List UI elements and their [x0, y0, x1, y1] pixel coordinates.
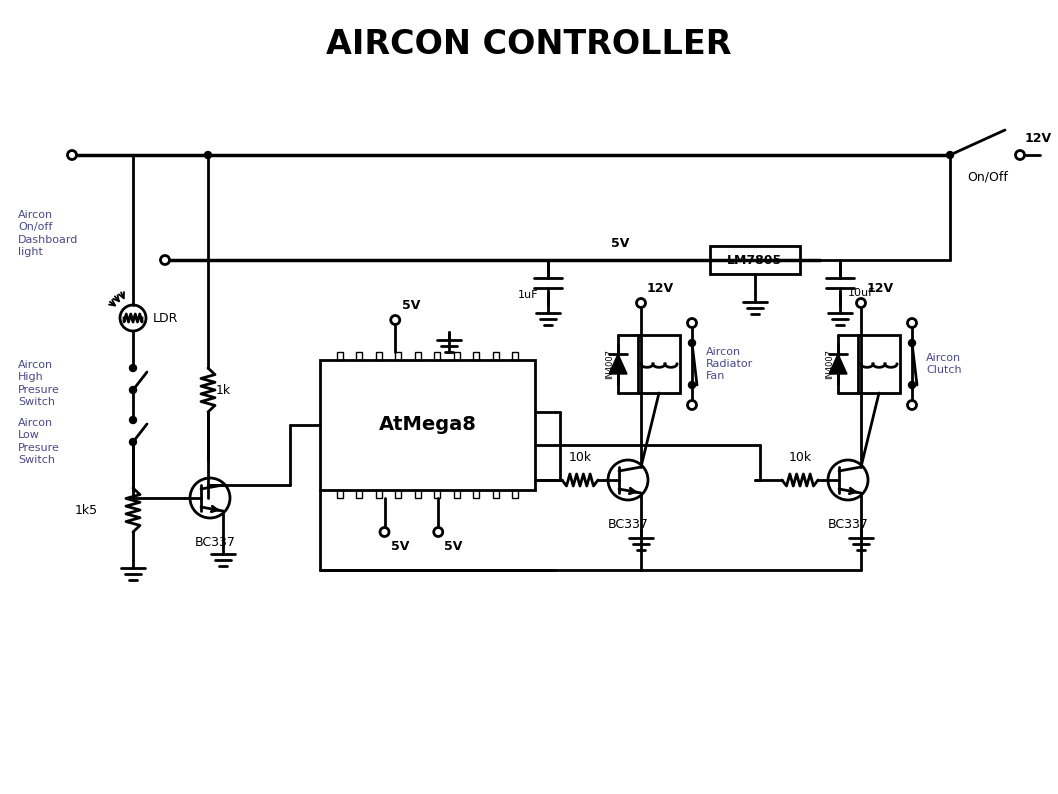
- Circle shape: [857, 299, 865, 307]
- Bar: [376, 352, 382, 360]
- Bar: [473, 490, 479, 498]
- Circle shape: [908, 318, 916, 327]
- Bar: [454, 352, 460, 360]
- Circle shape: [908, 400, 916, 410]
- Text: 10k: 10k: [568, 451, 591, 464]
- Text: Aircon
On/off
Dashboard
light: Aircon On/off Dashboard light: [18, 210, 78, 257]
- Text: BC337: BC337: [827, 518, 869, 531]
- Text: BC337: BC337: [195, 536, 236, 549]
- Text: 1k: 1k: [216, 384, 231, 396]
- Circle shape: [688, 318, 696, 327]
- Bar: [320, 360, 535, 490]
- Text: 12V: 12V: [647, 282, 674, 295]
- Text: Aircon
Radiator
Fan: Aircon Radiator Fan: [706, 347, 753, 381]
- Circle shape: [689, 381, 695, 388]
- Bar: [858, 335, 900, 393]
- Bar: [396, 352, 401, 360]
- Text: Aircon
High
Presure
Switch: Aircon High Presure Switch: [18, 360, 60, 407]
- Circle shape: [161, 256, 169, 264]
- Circle shape: [68, 151, 76, 160]
- Circle shape: [204, 152, 212, 159]
- Text: AtMega8: AtMega8: [379, 415, 476, 434]
- Circle shape: [380, 527, 389, 537]
- Bar: [336, 490, 343, 498]
- Circle shape: [129, 364, 136, 372]
- Bar: [396, 490, 401, 498]
- Bar: [415, 352, 421, 360]
- Text: IN4007: IN4007: [825, 349, 834, 379]
- Polygon shape: [609, 354, 627, 374]
- Text: 12V: 12V: [867, 282, 894, 295]
- Circle shape: [1016, 151, 1024, 160]
- Text: 1k5: 1k5: [75, 503, 98, 517]
- Bar: [357, 352, 362, 360]
- Circle shape: [129, 438, 136, 445]
- Bar: [415, 490, 421, 498]
- Bar: [710, 246, 800, 274]
- Text: BC337: BC337: [607, 518, 649, 531]
- Text: Aircon
Low
Presure
Switch: Aircon Low Presure Switch: [18, 418, 60, 465]
- Text: LDR: LDR: [153, 311, 179, 325]
- Circle shape: [909, 340, 915, 346]
- Circle shape: [129, 417, 136, 423]
- Bar: [512, 352, 518, 360]
- Circle shape: [689, 340, 695, 346]
- Circle shape: [909, 381, 915, 388]
- Bar: [493, 490, 499, 498]
- Text: 12V: 12V: [1025, 132, 1052, 145]
- Polygon shape: [829, 354, 847, 374]
- Text: 10k: 10k: [788, 451, 811, 464]
- Bar: [336, 352, 343, 360]
- Text: Aircon
Clutch: Aircon Clutch: [926, 353, 962, 376]
- Text: 5V: 5V: [610, 237, 630, 250]
- Text: 5V: 5V: [402, 299, 421, 312]
- Bar: [376, 490, 382, 498]
- Text: IN4007: IN4007: [605, 349, 614, 379]
- Text: On/Off: On/Off: [967, 170, 1008, 183]
- Text: LM7805: LM7805: [728, 253, 783, 267]
- Bar: [512, 490, 518, 498]
- Bar: [434, 352, 440, 360]
- Text: 1uF: 1uF: [518, 290, 539, 300]
- Bar: [357, 490, 362, 498]
- Circle shape: [688, 400, 696, 410]
- Bar: [638, 335, 680, 393]
- Circle shape: [434, 527, 442, 537]
- Circle shape: [129, 387, 136, 394]
- Bar: [493, 352, 499, 360]
- Bar: [454, 490, 460, 498]
- Text: 10uF: 10uF: [849, 288, 876, 298]
- Text: 5V: 5V: [390, 540, 408, 553]
- Circle shape: [947, 152, 953, 159]
- Bar: [434, 490, 440, 498]
- Circle shape: [637, 299, 645, 307]
- Text: 5V: 5V: [444, 540, 462, 553]
- Text: AIRCON CONTROLLER: AIRCON CONTROLLER: [326, 29, 732, 61]
- Bar: [473, 352, 479, 360]
- Circle shape: [390, 315, 400, 325]
